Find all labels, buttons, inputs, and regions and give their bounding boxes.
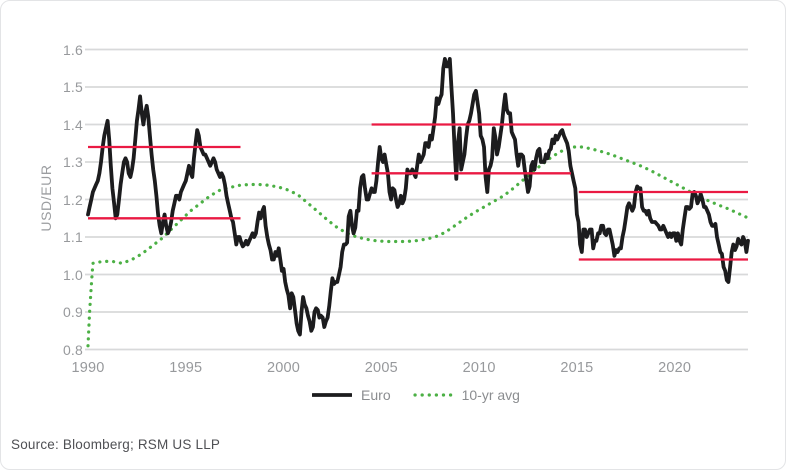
y-tick-label: 1.4 <box>62 116 83 133</box>
y-tick-label: 1.3 <box>62 154 83 170</box>
x-tick-label: 2000 <box>267 360 301 376</box>
legend: Euro 10-yr avg <box>312 387 520 403</box>
legend-item-euro: Euro <box>312 387 391 403</box>
legend-item-avg: 10-yr avg <box>413 387 520 403</box>
y-tick-label: 0.8 <box>62 341 83 358</box>
y-tick-label: 1.6 <box>62 41 83 58</box>
source-note: Source: Bloomberg; RSM US LLP <box>11 437 221 452</box>
y-tick-label: 0.9 <box>62 304 83 320</box>
x-tick-label: 2020 <box>658 360 692 376</box>
avg-line <box>86 145 749 348</box>
euro-line <box>86 57 750 337</box>
x-tick-label: 1995 <box>169 360 203 376</box>
y-tick-label: 1.2 <box>62 191 83 208</box>
y-tick-label: 1.5 <box>62 79 83 95</box>
avg-line-swatch-icon <box>413 393 453 397</box>
x-tick-label: 2015 <box>560 360 594 376</box>
euro-line-swatch-icon <box>312 393 353 397</box>
x-tick-label: 2010 <box>462 360 496 376</box>
x-tick-label: 1990 <box>71 360 105 376</box>
legend-euro-label: Euro <box>361 387 391 403</box>
y-tick-label: 1.0 <box>62 266 83 283</box>
x-tick-label: 2005 <box>364 360 398 376</box>
y-tick-label: 1.1 <box>62 229 83 245</box>
legend-avg-label: 10-yr avg <box>461 387 520 403</box>
